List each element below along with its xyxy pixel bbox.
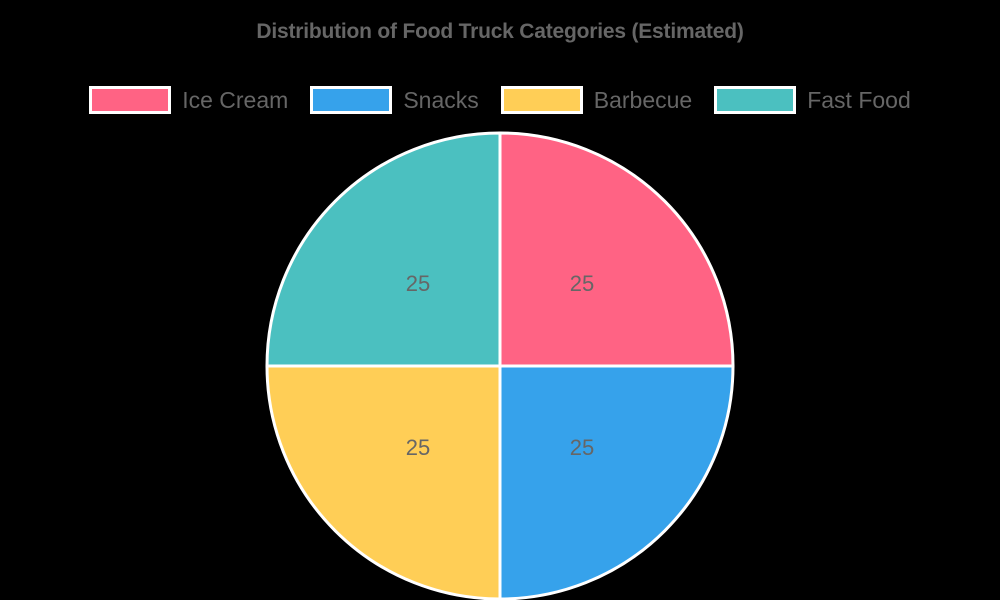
legend-label: Fast Food xyxy=(807,86,911,113)
legend-swatch-barbecue xyxy=(500,86,583,114)
legend-swatch-snacks xyxy=(310,86,393,114)
chart-legend: Ice Cream Snacks Barbecue Fast Food xyxy=(0,86,1000,114)
legend-label: Ice Cream xyxy=(182,86,289,113)
pie-slice-fast-food[interactable] xyxy=(265,131,502,368)
legend-swatch-fast-food xyxy=(714,86,797,114)
legend-item-snacks[interactable]: Snacks xyxy=(310,86,479,114)
pie-slice-barbecue[interactable] xyxy=(265,364,502,600)
pie-slice-snacks[interactable] xyxy=(498,364,735,600)
legend-item-ice-cream[interactable]: Ice Cream xyxy=(89,86,288,114)
slice-value-fast-food: 25 xyxy=(406,271,430,296)
legend-swatch-ice-cream xyxy=(89,86,172,114)
legend-item-fast-food[interactable]: Fast Food xyxy=(714,86,911,114)
pie-slice-ice-cream[interactable] xyxy=(498,131,735,368)
legend-label: Barbecue xyxy=(593,86,693,113)
slice-value-ice-cream: 25 xyxy=(570,271,594,296)
chart-title: Distribution of Food Truck Categories (E… xyxy=(256,20,744,43)
slice-value-barbecue: 25 xyxy=(406,435,430,460)
slice-value-snacks: 25 xyxy=(570,435,594,460)
legend-label: Snacks xyxy=(403,86,479,113)
legend-item-barbecue[interactable]: Barbecue xyxy=(500,86,693,114)
